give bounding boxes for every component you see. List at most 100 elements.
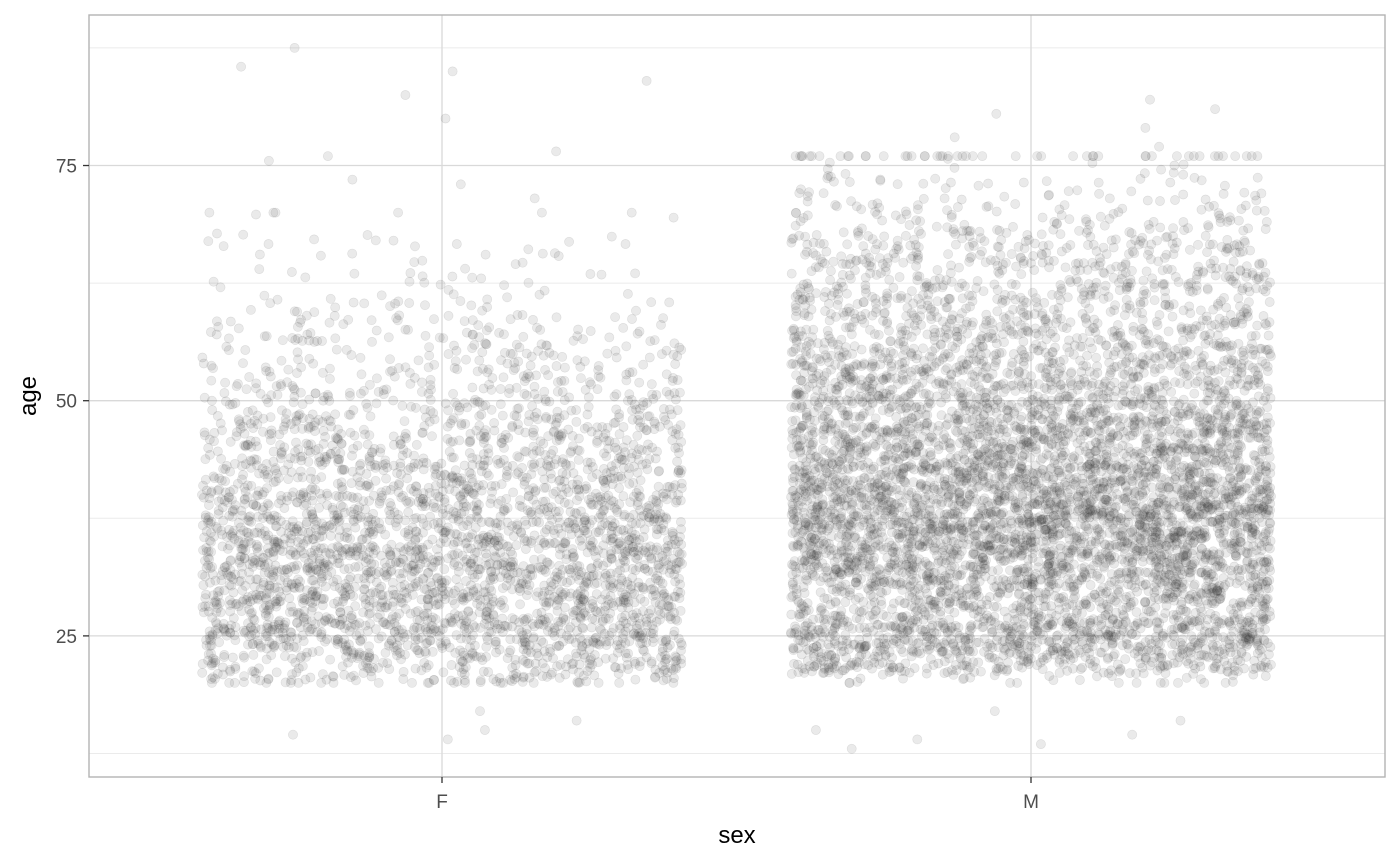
data-point	[309, 336, 320, 347]
data-point	[551, 312, 562, 323]
data-point	[299, 595, 310, 605]
data-point	[261, 610, 271, 621]
data-point	[292, 472, 303, 483]
data-point	[370, 588, 381, 599]
data-point	[554, 506, 564, 517]
data-point	[660, 664, 670, 675]
data-point	[352, 472, 363, 483]
data-point	[309, 545, 320, 556]
data-point	[492, 532, 503, 542]
data-point	[548, 653, 558, 664]
data-point	[431, 469, 442, 479]
data-point	[459, 669, 470, 680]
data-point	[249, 454, 260, 464]
data-point	[575, 570, 585, 580]
data-point	[453, 561, 463, 572]
data-point	[224, 678, 235, 688]
data-point	[641, 458, 652, 469]
data-point	[641, 76, 652, 86]
data-point	[576, 373, 586, 383]
data-point	[275, 490, 286, 501]
data-point	[614, 536, 625, 547]
data-point	[572, 445, 583, 456]
data-point	[558, 613, 569, 624]
data-point	[217, 541, 228, 552]
data-point	[299, 548, 309, 559]
data-point	[446, 660, 457, 670]
data-point	[1149, 295, 1160, 306]
data-point	[623, 469, 634, 480]
data-point	[207, 629, 218, 640]
data-point	[300, 272, 311, 283]
data-point	[206, 375, 217, 386]
data-point	[452, 400, 463, 411]
data-point	[673, 467, 684, 478]
data-point	[602, 348, 613, 359]
data-point	[365, 542, 376, 553]
data-point	[324, 373, 335, 384]
data-point	[626, 207, 637, 218]
data-point	[448, 452, 459, 463]
data-point	[238, 229, 249, 240]
data-point	[671, 497, 681, 508]
data-point	[265, 412, 276, 422]
data-point	[254, 590, 265, 601]
data-point	[521, 446, 531, 457]
data-point	[356, 369, 367, 380]
data-point	[490, 518, 501, 529]
data-point	[469, 640, 480, 651]
data-point	[455, 296, 466, 306]
data-point	[468, 586, 479, 597]
data-point	[648, 393, 659, 404]
data-point	[310, 388, 321, 399]
data-point	[535, 504, 545, 515]
data-point	[217, 425, 227, 436]
data-point	[557, 489, 568, 500]
data-point	[402, 629, 413, 640]
data-point	[480, 425, 491, 435]
data-point	[491, 636, 501, 647]
data-point	[205, 327, 216, 337]
data-point	[507, 460, 518, 471]
data-point	[614, 412, 624, 423]
data-point	[330, 302, 341, 313]
data-point	[607, 537, 618, 547]
data-point	[653, 575, 663, 586]
data-point	[283, 474, 294, 484]
data-point	[494, 673, 505, 683]
data-point	[502, 292, 512, 303]
data-point	[639, 596, 650, 607]
data-point	[661, 673, 672, 684]
data-point	[367, 447, 378, 458]
data-point	[271, 542, 282, 553]
data-point	[656, 585, 667, 595]
data-point	[432, 544, 442, 555]
data-point	[432, 555, 443, 566]
data-point	[349, 430, 360, 441]
data-point	[666, 663, 677, 674]
data-point	[543, 612, 554, 623]
data-point	[458, 479, 469, 490]
data-point	[537, 565, 547, 575]
data-point	[523, 277, 534, 288]
data-point	[290, 550, 301, 561]
data-point	[671, 652, 682, 663]
data-point	[280, 633, 291, 644]
data-point	[429, 359, 440, 370]
data-point	[532, 322, 542, 333]
data-point	[579, 580, 589, 591]
data-point	[661, 654, 671, 665]
data-point	[1155, 196, 1165, 206]
data-point	[373, 678, 384, 688]
data-point	[554, 640, 565, 651]
data-point	[301, 519, 312, 529]
data-point	[600, 613, 611, 624]
data-point	[439, 617, 450, 628]
data-point	[495, 384, 506, 394]
data-point	[529, 554, 539, 565]
data-point	[291, 411, 302, 422]
data-point	[557, 591, 568, 602]
data-point	[676, 517, 686, 527]
data-point	[542, 625, 553, 636]
data-point	[251, 490, 262, 501]
